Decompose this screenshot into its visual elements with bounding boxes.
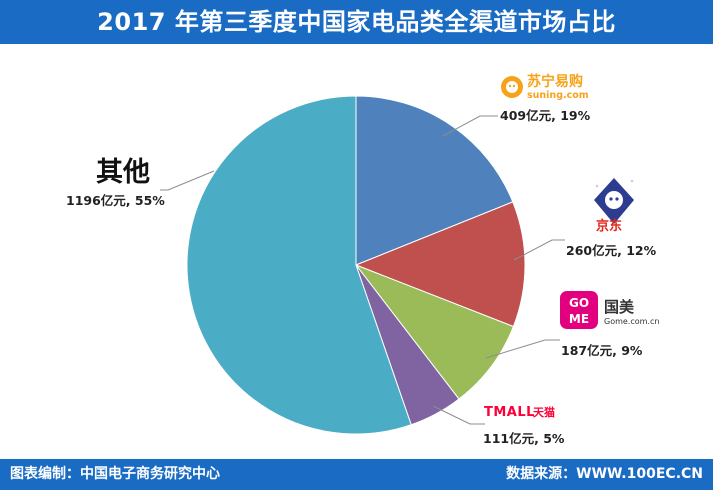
jd-logo: 京东 [594, 178, 634, 234]
chart-title: 2017 年第三季度中国家电品类全渠道市场占比 [0, 0, 713, 44]
footer-source: 数据来源：WWW.100EC.CN [506, 466, 703, 482]
suning-logo: 苏宁易购 suning.com [501, 73, 589, 101]
leader-lines [160, 115, 565, 425]
tmall-logo: TMALL 天猫 [484, 405, 555, 420]
leader-line-gome [485, 339, 560, 359]
other-name: 其他 [96, 157, 150, 188]
gome-name: 国美 [604, 298, 635, 316]
lion-icon [501, 76, 523, 98]
suning-domain: suning.com [527, 90, 589, 101]
jd-value-label: 260亿元, 12% [566, 243, 657, 258]
suning-name: 苏宁易购 [527, 73, 583, 90]
leader-line-suning [442, 115, 498, 137]
gome-badge-bottom: ME [569, 312, 589, 326]
pie-slice-other [186, 95, 412, 435]
leader-line-tmall [432, 405, 485, 425]
leader-line-jd [513, 239, 565, 261]
other-value-label: 1196亿元, 55% [66, 193, 165, 208]
jd-dog-icon [594, 178, 634, 224]
gome-logo: GO ME 国美 Gome.com.cn [560, 291, 659, 329]
tmall-name-cn: 天猫 [533, 405, 555, 419]
gome-domain: Gome.com.cn [604, 317, 659, 326]
pie-slice-jd [354, 201, 526, 328]
leader-line-other [160, 170, 215, 191]
jd-name: 京东 [596, 218, 622, 234]
pie-slices [186, 95, 526, 435]
footer-bar: 图表编制：中国电子商务研究中心 数据来源：WWW.100EC.CN [0, 459, 713, 490]
gome-badge-icon [560, 291, 598, 329]
pie-slice-suning [355, 95, 514, 266]
suning-value-label: 409亿元, 19% [500, 108, 591, 123]
tmall-name-latin: TMALL [484, 405, 535, 420]
gome-value-label: 187亿元, 9% [561, 343, 643, 358]
gome-badge-top: GO [569, 296, 589, 310]
pie-chart: 苏宁易购 suning.com 409亿元, 19% 京东 260亿元, 12%… [66, 73, 659, 446]
footer-credit: 图表编制：中国电子商务研究中心 [10, 466, 220, 482]
tmall-value-label: 111亿元, 5% [483, 431, 565, 446]
pie-slice-gome [354, 263, 515, 400]
